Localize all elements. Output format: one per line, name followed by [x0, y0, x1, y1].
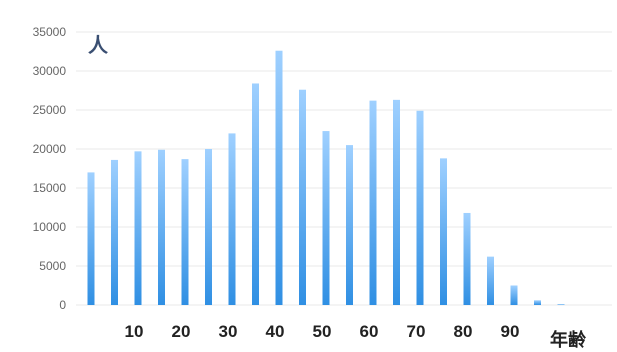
y-tick-label: 15000 — [33, 181, 67, 195]
x-tick-label: 40 — [266, 322, 285, 341]
bar-80 — [463, 212, 471, 305]
bar-45 — [299, 89, 306, 305]
x-tick-label: 60 — [360, 322, 379, 341]
x-tick-label: 10 — [125, 322, 144, 341]
x-tick-label: 20 — [172, 322, 191, 341]
bar-100 — [557, 304, 565, 305]
bar-40 — [275, 50, 283, 305]
x-tick-label: 70 — [407, 322, 426, 341]
y-tick-label: 25000 — [33, 103, 67, 117]
bar-70 — [416, 110, 424, 305]
bar-35 — [252, 83, 259, 305]
x-tick-label: 50 — [313, 322, 332, 341]
bar-55 — [346, 145, 353, 305]
bar-75 — [440, 158, 447, 305]
bar-50 — [322, 131, 330, 305]
y-tick-label: 35000 — [33, 25, 67, 39]
y-axis-label: 人 — [88, 33, 109, 57]
bar-90 — [510, 285, 518, 305]
y-tick-label: 20000 — [33, 142, 67, 156]
y-tick-label: 0 — [59, 298, 66, 312]
bar-85 — [487, 256, 494, 305]
y-tick-label: 30000 — [33, 64, 67, 78]
bar-25 — [205, 149, 212, 305]
bar-60 — [369, 100, 377, 305]
x-tick-label: 30 — [219, 322, 238, 341]
x-axis-label: 年齢 — [550, 329, 587, 351]
x-tick-label: 90 — [501, 322, 520, 341]
y-tick-label: 10000 — [33, 220, 67, 234]
y-tick-label: 5000 — [39, 259, 66, 273]
bar-95 — [534, 300, 541, 305]
x-tick-label: 80 — [454, 322, 473, 341]
bar-65 — [393, 99, 400, 305]
bar-30 — [228, 133, 236, 305]
bar-0 — [87, 172, 95, 305]
bar-20 — [181, 159, 189, 305]
bar-10 — [134, 151, 142, 305]
bar-15 — [158, 149, 165, 305]
bar-5 — [111, 159, 118, 305]
